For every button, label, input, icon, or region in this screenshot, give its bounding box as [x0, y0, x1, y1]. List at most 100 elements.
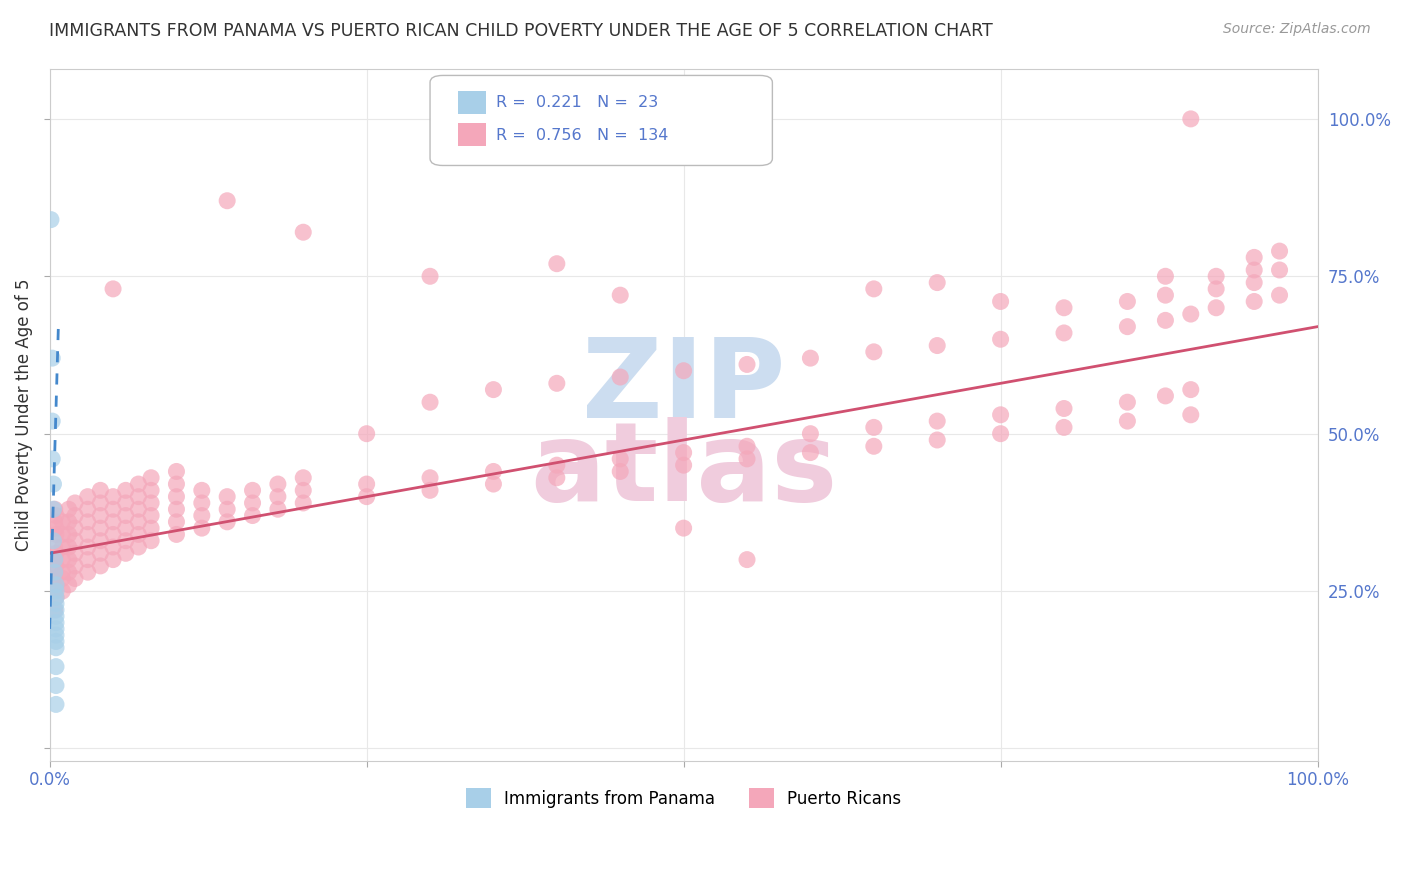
Point [735, 358, 758, 372]
Point [44, 565, 66, 579]
Point [166, 465, 188, 479]
Y-axis label: Child Poverty Under the Age of 5: Child Poverty Under the Age of 5 [15, 278, 32, 551]
Point [217, 194, 239, 208]
Point [127, 502, 149, 516]
Point [1205, 269, 1227, 284]
Point [45, 558, 67, 573]
Point [127, 540, 149, 554]
Point [76, 515, 98, 529]
Point [101, 490, 124, 504]
Point [89, 496, 111, 510]
Point [927, 338, 949, 352]
Point [76, 540, 98, 554]
Point [63, 496, 86, 510]
Point [45, 615, 67, 630]
Point [292, 471, 315, 485]
Point [45, 527, 67, 541]
Point [139, 496, 162, 510]
Point [1116, 395, 1139, 409]
Text: ZIP: ZIP [582, 334, 786, 441]
Point [242, 508, 264, 523]
Point [45, 546, 67, 560]
Point [546, 471, 568, 485]
Point [51, 572, 73, 586]
Text: R =  0.756   N =  134: R = 0.756 N = 134 [496, 128, 668, 143]
Point [45, 640, 67, 655]
Point [58, 552, 80, 566]
Point [114, 508, 136, 523]
Point [862, 420, 884, 434]
Point [927, 276, 949, 290]
Point [101, 502, 124, 516]
Point [191, 508, 214, 523]
Point [51, 565, 73, 579]
Point [58, 515, 80, 529]
Point [609, 370, 631, 384]
Point [45, 521, 67, 535]
Point [139, 521, 162, 535]
Point [45, 609, 67, 624]
Point [63, 572, 86, 586]
Point [1268, 244, 1291, 259]
Point [242, 483, 264, 498]
Point [101, 515, 124, 529]
Point [51, 515, 73, 529]
Point [44, 552, 66, 566]
Point [735, 552, 758, 566]
Point [63, 546, 86, 560]
Point [89, 508, 111, 523]
Point [45, 591, 67, 605]
Point [58, 565, 80, 579]
Point [63, 533, 86, 548]
Point [482, 477, 505, 491]
Point [51, 527, 73, 541]
Legend: Immigrants from Panama, Puerto Ricans: Immigrants from Panama, Puerto Ricans [460, 781, 908, 815]
Point [242, 496, 264, 510]
Point [58, 578, 80, 592]
Point [1243, 263, 1265, 277]
Point [44, 540, 66, 554]
Point [166, 502, 188, 516]
Point [44, 584, 66, 599]
Point [217, 515, 239, 529]
Point [101, 282, 124, 296]
Point [42, 477, 65, 491]
Point [419, 471, 441, 485]
Point [166, 490, 188, 504]
Text: atlas: atlas [530, 417, 838, 524]
Point [127, 477, 149, 491]
Point [609, 465, 631, 479]
Point [862, 282, 884, 296]
Point [419, 483, 441, 498]
Point [1243, 251, 1265, 265]
Point [45, 578, 67, 592]
Point [672, 521, 695, 535]
Point [356, 426, 378, 441]
Point [89, 483, 111, 498]
Point [139, 483, 162, 498]
Point [45, 603, 67, 617]
Point [191, 483, 214, 498]
Point [45, 679, 67, 693]
Point [1116, 319, 1139, 334]
Point [44, 565, 66, 579]
Point [76, 565, 98, 579]
Point [63, 521, 86, 535]
Point [1205, 282, 1227, 296]
Point [41, 451, 63, 466]
Point [292, 225, 315, 239]
Point [1180, 383, 1202, 397]
Point [45, 508, 67, 523]
Point [356, 477, 378, 491]
Point [1268, 263, 1291, 277]
Point [42, 533, 65, 548]
Point [76, 552, 98, 566]
Point [735, 451, 758, 466]
Point [139, 508, 162, 523]
Point [44, 572, 66, 586]
Point [44, 552, 66, 566]
Point [51, 540, 73, 554]
Point [101, 527, 124, 541]
Point [44, 515, 66, 529]
Point [1116, 414, 1139, 428]
